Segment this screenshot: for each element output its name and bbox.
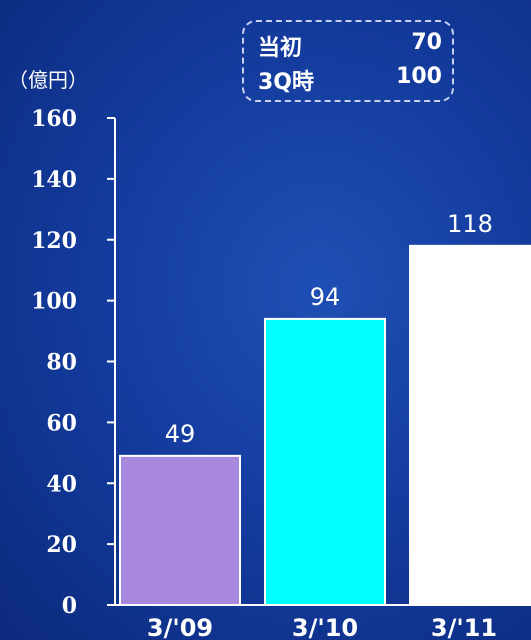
legend-row-3q: 3Q時 100 (258, 64, 442, 95)
data-label-3: 118 (447, 210, 493, 238)
unit-label: （億円） (8, 68, 88, 92)
bar-1 (119, 454, 241, 607)
x-tick-label-3: 3/'11 (431, 614, 497, 640)
y-tick-label: 80 (46, 350, 77, 376)
y-tick-label: 0 (62, 593, 77, 619)
y-tick-label: 140 (31, 167, 77, 193)
bar-3 (409, 244, 531, 606)
y-tick-label: 40 (46, 471, 77, 497)
legend-value-initial: 70 (411, 30, 442, 55)
legend-label-initial: 当初 (258, 36, 303, 61)
y-tick-label: 120 (31, 228, 77, 254)
legend-value-3q: 100 (396, 64, 442, 89)
y-tick-label: 100 (31, 289, 77, 315)
y-tick-label: 20 (46, 532, 77, 558)
legend-box: 当初 70 3Q時 100 (242, 20, 454, 102)
legend-label-3q: 3Q時 (258, 70, 315, 95)
y-tick-label: 160 (31, 106, 77, 132)
y-tick-label: 60 (46, 410, 77, 436)
x-tick-label-2: 3/'10 (292, 614, 358, 640)
data-label-2: 94 (310, 283, 341, 311)
x-tick-label-1: 3/'09 (147, 614, 213, 640)
data-label-1: 49 (165, 420, 196, 448)
bar-2 (264, 317, 386, 606)
legend-row-initial: 当初 70 (258, 30, 442, 61)
